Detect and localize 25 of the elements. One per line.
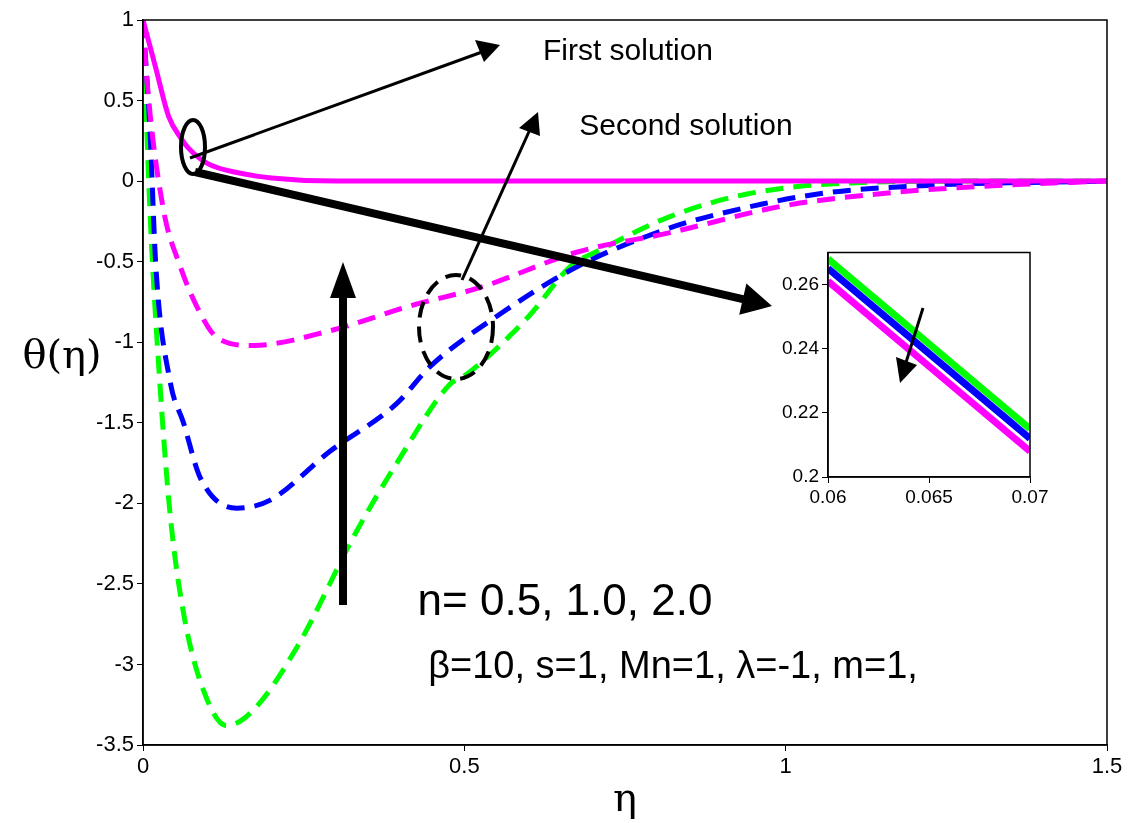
y-tick-label: -1 xyxy=(114,328,134,354)
x-tick-label: 0.07 xyxy=(1011,485,1049,507)
x-tick-label: 1.5 xyxy=(1091,753,1123,779)
y-tick-label: -3.5 xyxy=(96,731,134,757)
y-tick-label: 1 xyxy=(121,6,134,32)
y-tick-label: 0.2 xyxy=(792,465,819,487)
annotation: First solution xyxy=(542,33,714,67)
y-tick-label: 0.5 xyxy=(103,86,134,112)
y-tick-label: 0.26 xyxy=(782,272,819,294)
y-axis-title: θ(η) xyxy=(22,330,102,377)
y-tick-label: 0.22 xyxy=(782,401,819,423)
y-tick-label: -2 xyxy=(114,489,134,515)
annotation: n= 0.5, 1.0, 2.0 xyxy=(417,575,713,625)
annotation: Second solution xyxy=(579,108,793,142)
y-tick-label: 0.24 xyxy=(782,336,820,358)
y-tick-label: -3 xyxy=(114,650,134,676)
y-tick-label: 0 xyxy=(121,167,134,193)
y-tick-label: -2.5 xyxy=(96,569,134,595)
x-tick-label: 0.06 xyxy=(809,485,847,507)
y-tick-label: -1.5 xyxy=(96,408,134,434)
y-tick-label: -0.5 xyxy=(96,247,134,273)
x-axis-title: η xyxy=(613,774,637,821)
annotation: β=10, s=1, Mn=1, λ=-1, m=1, xyxy=(428,644,918,687)
x-tick-label: 0.5 xyxy=(449,753,480,779)
x-tick-label: 0.065 xyxy=(905,485,953,507)
